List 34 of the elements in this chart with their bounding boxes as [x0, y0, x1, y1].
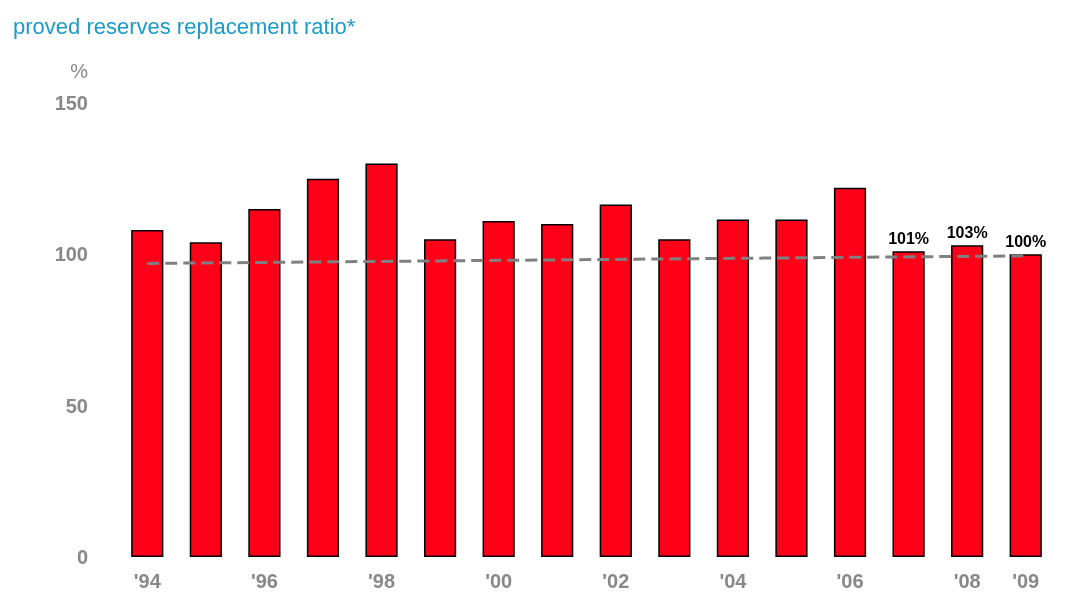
bar	[423, 239, 457, 557]
y-tick-label: 100	[54, 243, 88, 266]
x-tick-label: '04	[719, 570, 748, 592]
bar	[599, 204, 632, 557]
bar	[131, 230, 164, 557]
data-label: 100%	[1005, 232, 1047, 250]
bar	[248, 208, 281, 557]
bar	[1009, 254, 1042, 557]
x-tick-label: '00	[485, 570, 513, 592]
bar	[716, 219, 750, 557]
data-label: 103%	[946, 223, 988, 241]
bar	[189, 242, 222, 557]
x-tick-label: '08	[953, 570, 981, 592]
y-axis-title: %	[70, 60, 89, 82]
y-tick-label: 150	[54, 92, 88, 114]
x-tick-label: '98	[368, 570, 396, 592]
bar	[482, 221, 515, 557]
x-tick-label: '96	[250, 570, 278, 592]
y-tick-label: 50	[65, 394, 88, 417]
bar	[833, 187, 867, 557]
x-tick-label: '94	[133, 570, 162, 592]
bar	[951, 245, 984, 557]
y-tick-label: 0	[76, 546, 88, 568]
bar	[541, 224, 574, 557]
x-tick-label: '09	[1012, 570, 1040, 592]
bar	[306, 178, 340, 557]
data-label: 101%	[888, 229, 930, 247]
bar	[892, 251, 925, 557]
bar	[775, 219, 808, 557]
x-tick-label: '06	[836, 570, 864, 592]
x-tick-label: '02	[602, 570, 630, 592]
chart-title: proved reserves replacement ratio*	[13, 13, 356, 39]
bar	[658, 239, 691, 557]
bar	[365, 163, 398, 557]
